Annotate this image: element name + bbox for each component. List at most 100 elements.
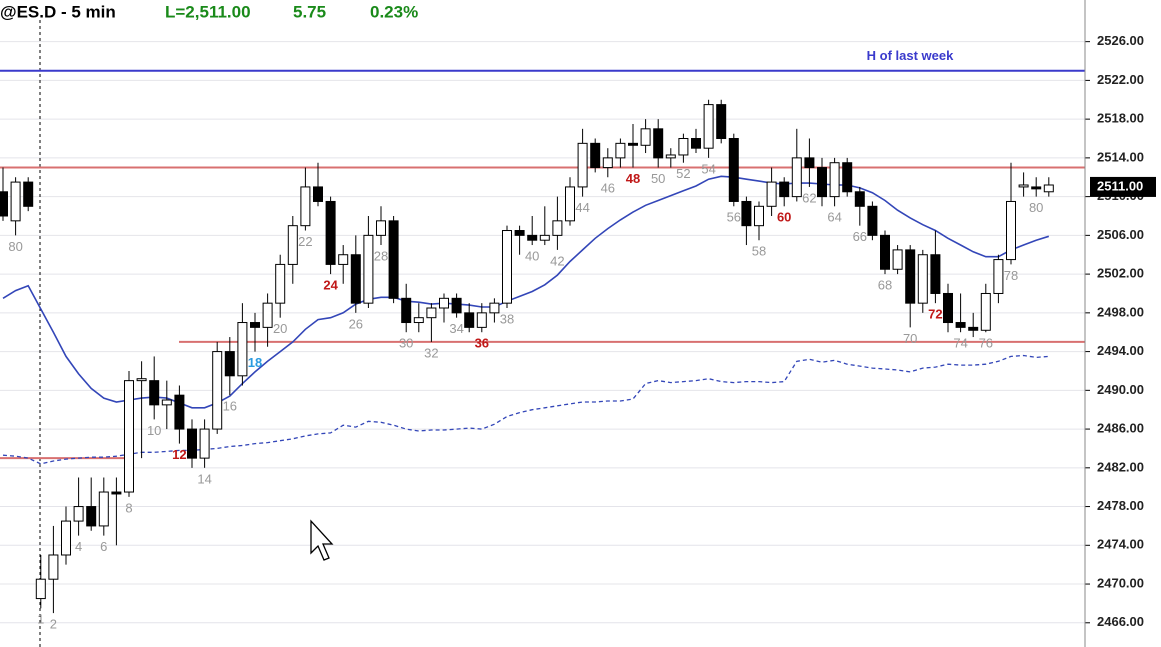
candle-body <box>426 307 437 319</box>
candle-body <box>35 578 46 600</box>
y-tick-label: 2482.00 <box>1097 459 1144 474</box>
candle-body <box>413 317 424 324</box>
candle-body <box>993 259 1004 294</box>
candle-body <box>754 205 764 227</box>
bar-number: 2 <box>50 617 57 632</box>
bar-number: 12 <box>172 447 186 462</box>
bar-number: 18 <box>248 355 262 370</box>
bar-number: 10 <box>147 423 161 438</box>
bar-number: 8 <box>125 500 132 515</box>
candle-body <box>300 186 311 227</box>
bar-number: 26 <box>349 316 363 331</box>
bar-number: 22 <box>298 234 312 249</box>
y-tick-label: 2494.00 <box>1097 343 1144 358</box>
bar-number: 80 <box>8 239 22 254</box>
bar-number: 80 <box>1029 200 1043 215</box>
candle-body <box>905 249 916 304</box>
candle-body <box>476 312 487 328</box>
bar-number: 50 <box>651 171 665 186</box>
candle-body <box>539 234 550 241</box>
candle-body <box>602 157 613 169</box>
y-tick-label: 2470.00 <box>1097 575 1144 590</box>
candle-body <box>451 297 462 314</box>
candle-body <box>161 399 172 406</box>
candle-body <box>804 157 815 169</box>
candles <box>0 99 1054 614</box>
candle-body <box>98 491 109 527</box>
candle-body <box>829 162 840 198</box>
candle-body <box>149 380 160 406</box>
price-axis: 2466.00 2470.00 2474.00 2478.00 2482.00 2486.… <box>1084 0 1156 647</box>
bar-number: 46 <box>601 181 615 196</box>
candle-body <box>842 162 853 193</box>
candle-body <box>615 142 626 159</box>
candle-body <box>653 128 664 159</box>
candle-body <box>224 351 235 377</box>
candle-body <box>86 506 97 527</box>
bar-number: 36 <box>475 336 489 351</box>
candle-body <box>199 428 210 459</box>
bar-number: 68 <box>878 278 892 293</box>
candle-body <box>174 394 185 430</box>
y-tick-label: 2490.00 <box>1097 382 1144 397</box>
candle-body <box>854 191 865 207</box>
candle-body <box>287 225 298 265</box>
candle-body <box>1018 184 1029 188</box>
candle-body <box>703 104 714 149</box>
bar-number: 30 <box>399 336 413 351</box>
candle-body <box>376 220 386 236</box>
bar-number: 54 <box>701 161 715 176</box>
candle-body <box>48 554 59 580</box>
chart-title: @ES.D - 5 min <box>0 2 116 21</box>
candle-body <box>388 220 399 299</box>
candle-body <box>275 263 286 304</box>
header-value: L=2,511.00 <box>165 2 251 21</box>
candle-body <box>892 249 903 270</box>
bar-number: 14 <box>197 471 211 486</box>
last-price-label: 2511.00 <box>1097 178 1143 193</box>
last-price-tag <box>1090 176 1156 197</box>
candle-body <box>917 254 928 304</box>
candle-body <box>350 254 361 304</box>
candle-body <box>980 292 991 331</box>
bar-number: 74 <box>953 336 967 351</box>
candle-body <box>527 234 538 241</box>
candle-body <box>943 292 953 324</box>
candle-body <box>23 181 34 207</box>
candle-body <box>187 428 197 459</box>
candle-body <box>817 167 827 198</box>
candle-body <box>363 234 374 304</box>
bar-number: 42 <box>550 253 564 268</box>
candle-body <box>955 322 966 328</box>
candle-body <box>502 230 512 304</box>
bar-number: 62 <box>802 190 816 205</box>
levels: H of last week <box>0 48 1085 460</box>
candle-body <box>577 142 588 188</box>
candle-body <box>250 322 260 328</box>
bar-number: 4 <box>75 539 82 554</box>
y-tick-label: 2514.00 <box>1097 149 1144 164</box>
bar-number: 32 <box>424 345 438 360</box>
candle-body <box>514 230 525 236</box>
candle-body <box>111 491 122 495</box>
candle-body <box>791 157 802 198</box>
candle-body <box>867 205 878 236</box>
header-value: 5.75 <box>293 2 326 21</box>
bar-number: 64 <box>827 210 841 225</box>
bar-number: 34 <box>449 321 463 336</box>
candle-body <box>313 186 323 202</box>
y-tick-label: 2506.00 <box>1097 227 1144 242</box>
candle-body <box>401 297 412 324</box>
candle-body <box>136 378 147 382</box>
bar-number: 1 <box>37 612 44 627</box>
y-tick-label: 2526.00 <box>1097 33 1144 48</box>
bar-number: 58 <box>752 244 766 259</box>
header-value: 0.23% <box>370 2 418 21</box>
candle-body <box>779 181 790 198</box>
bar-number: 16 <box>223 399 237 414</box>
bar-number: 20 <box>273 321 287 336</box>
candle-body <box>930 254 941 294</box>
candle-body <box>741 200 752 227</box>
candle-body <box>0 191 8 217</box>
